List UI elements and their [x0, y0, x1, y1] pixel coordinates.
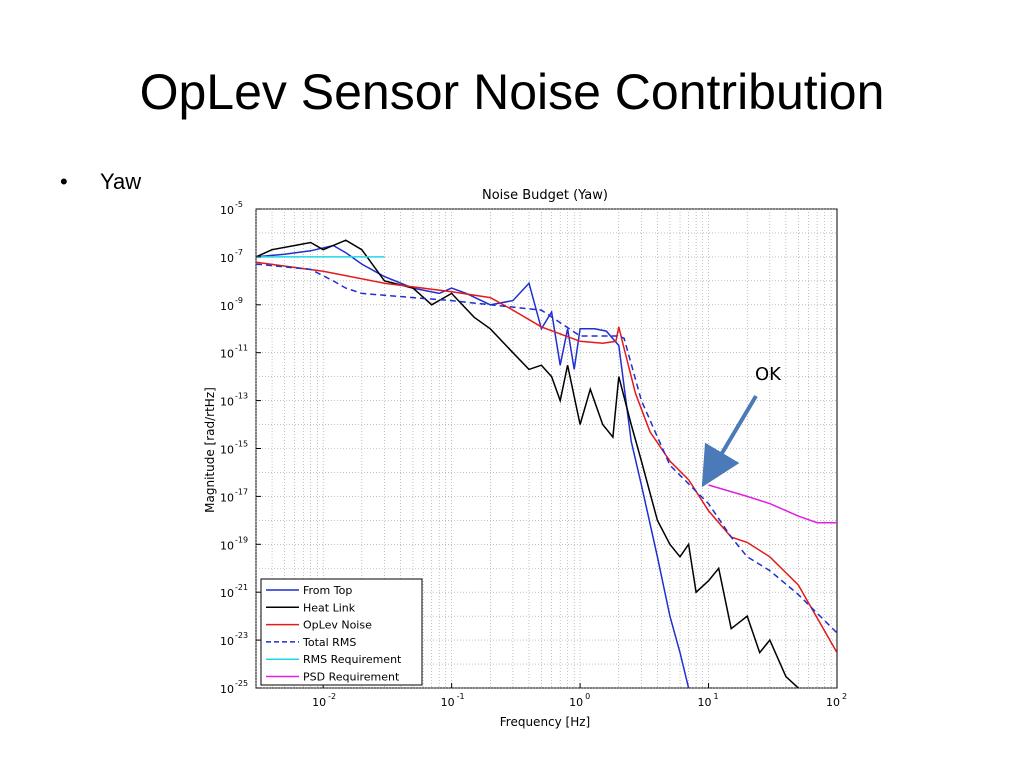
y-tick-label-exponent: -21: [235, 583, 248, 592]
x-tick-label: 10: [312, 696, 326, 709]
series-layer: [256, 239, 837, 688]
x-tick-label-exponent: -1: [457, 692, 465, 701]
series-line-psd-requirement: [708, 484, 837, 524]
series-line-from-top: [256, 244, 690, 688]
x-tick-label: 10: [826, 696, 840, 709]
ok-arrow: [701, 394, 758, 488]
bullet-dot-icon: •: [60, 169, 68, 194]
y-tick-label-exponent: -25: [235, 679, 248, 688]
series-line-heat-link: [256, 239, 800, 688]
legend-label: From Top: [303, 584, 352, 597]
legend-label: Total RMS: [302, 636, 356, 649]
y-tick-label: 10: [220, 539, 234, 552]
x-tick-label-exponent: -2: [328, 692, 336, 701]
y-tick-label: 10: [220, 635, 234, 648]
x-axis-label: Frequency [Hz]: [500, 715, 591, 729]
legend-label: PSD Requirement: [303, 671, 400, 684]
y-tick-label-exponent: -17: [235, 487, 248, 496]
y-axis-label: Magnitude [rad/rtHz]: [203, 387, 217, 513]
series-line-total-rms: [256, 263, 837, 634]
legend: From Top Heat Link OpLev Noise Total RMS RMS…: [260, 578, 423, 686]
y-tick-label: 10: [220, 491, 234, 504]
y-tick-label: 10: [220, 396, 234, 409]
y-tick-label: 10: [220, 204, 234, 217]
y-tick-label-exponent: -13: [235, 392, 248, 401]
y-tick-label-exponent: -11: [235, 344, 248, 353]
y-tick-label-exponent: -7: [235, 248, 243, 257]
bullet-label: Yaw: [100, 169, 142, 194]
chart-title: Noise Budget (Yaw): [482, 188, 608, 203]
y-tick-label: 10: [220, 587, 234, 600]
y-tick-label: 10: [220, 252, 234, 265]
legend-label: RMS Requirement: [303, 653, 402, 666]
legend-box: [260, 578, 423, 686]
y-tick-label-exponent: -15: [235, 440, 248, 449]
y-tick-label: 10: [220, 683, 234, 696]
x-tick-label: 10: [698, 696, 712, 709]
y-tick-label: 10: [220, 444, 234, 457]
x-tick-label-exponent: 1: [714, 692, 719, 701]
y-tick-label-exponent: -5: [235, 200, 243, 209]
y-tick-label: 10: [220, 348, 234, 361]
legend-label: OpLev Noise: [303, 619, 372, 632]
y-tick-label-exponent: -23: [235, 631, 248, 640]
x-tick-label-exponent: 2: [842, 692, 847, 701]
legend-label: Heat Link: [303, 601, 356, 614]
ok-label: OK: [755, 364, 782, 385]
ok-annotation: OK: [701, 364, 782, 488]
x-tick-label: 10: [441, 696, 455, 709]
x-tick-label: 10: [569, 696, 583, 709]
y-tick-label-exponent: -9: [235, 296, 243, 305]
y-tick-label: 10: [220, 300, 234, 313]
x-tick-label-exponent: 0: [585, 692, 590, 701]
slide-title: OpLev Sensor Noise Contribution: [139, 64, 885, 120]
y-tick-label-exponent: -19: [235, 535, 248, 544]
